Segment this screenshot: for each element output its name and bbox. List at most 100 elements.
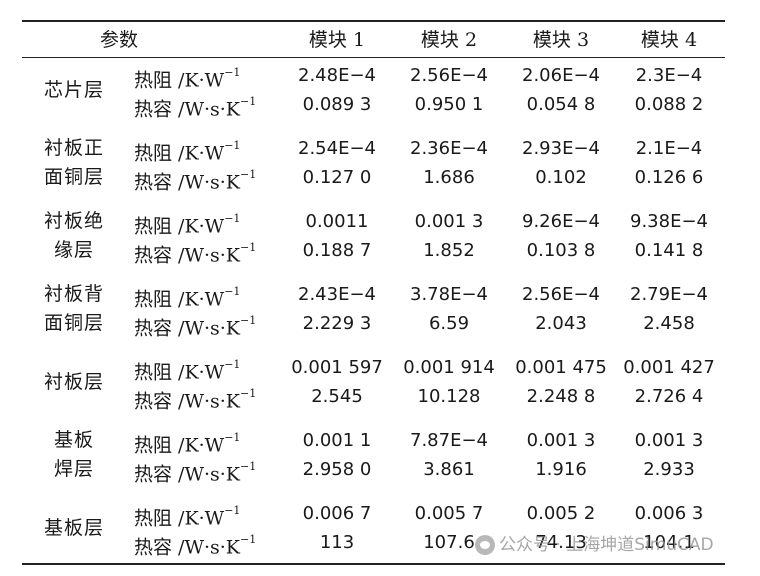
resistance-value-module-3: 2.06E−4 bbox=[522, 65, 600, 86]
header-param: 参数 bbox=[99, 29, 138, 51]
table-row: 芯片层 热阻 /K·W−1 2.48E−4 2.56E−4 2.06E−4 2.3E−4 热… bbox=[22, 61, 725, 121]
thermal-capacity-label-exponent: −1 bbox=[240, 533, 257, 546]
table-row: 衬板绝 缘层 热阻 /K·W−1 0.0011 0.001 3 9.26E−4 9.38E−… bbox=[22, 207, 725, 267]
thermal-resistance-label-exponent: −1 bbox=[224, 504, 241, 517]
thermal-resistance-label-text: 热阻 /K·W bbox=[134, 215, 225, 238]
resistance-value-module-2: 2.56E−4 bbox=[410, 65, 488, 86]
layer-label: 芯片层 bbox=[22, 61, 126, 119]
table-top-rule bbox=[22, 20, 725, 22]
layer-label-line: 基板 bbox=[53, 429, 94, 451]
thermal-capacity-label: 热容 /W·s·K−1 bbox=[134, 309, 294, 340]
capacity-value-module-2: 107.6 bbox=[423, 532, 475, 553]
capacity-value-module-4: 2.458 bbox=[643, 313, 695, 334]
thermal-resistance-label-exponent: −1 bbox=[224, 66, 241, 79]
capacity-value-module-2: 0.950 1 bbox=[414, 94, 484, 115]
header-module-4: 模块 4 bbox=[640, 29, 698, 51]
resistance-value-module-3: 0.005 2 bbox=[526, 503, 596, 524]
capacity-value-module-1: 2.545 bbox=[311, 386, 363, 407]
resistance-value-module-3: 2.93E−4 bbox=[522, 138, 600, 159]
thermal-capacity-label: 热容 /W·s·K−1 bbox=[134, 163, 294, 194]
thermal-capacity-label: 热容 /W·s·K−1 bbox=[134, 528, 294, 559]
thermal-capacity-label-text: 热容 /W·s·K bbox=[134, 171, 240, 194]
capacity-value-module-4: 104.1 bbox=[643, 532, 695, 553]
table-header-rule bbox=[22, 57, 725, 58]
header-module-2: 模块 2 bbox=[420, 29, 478, 51]
layer-label-line: 衬板背 bbox=[43, 283, 104, 305]
capacity-value-module-3: 74.13 bbox=[535, 532, 587, 553]
resistance-value-module-1: 2.48E−4 bbox=[298, 65, 376, 86]
resistance-value-module-4: 0.001 3 bbox=[634, 430, 704, 451]
resistance-value-module-2: 3.78E−4 bbox=[410, 284, 488, 305]
thermal-capacity-label-exponent: −1 bbox=[240, 95, 257, 108]
table-row: 衬板正 面铜层 热阻 /K·W−1 2.54E−4 2.36E−4 2.93E−4 2.1E… bbox=[22, 134, 725, 194]
capacity-value-module-2: 6.59 bbox=[428, 313, 470, 334]
resistance-value-module-1: 2.43E−4 bbox=[298, 284, 376, 305]
thermal-resistance-label-exponent: −1 bbox=[224, 212, 241, 225]
table-row: 衬板背 面铜层 热阻 /K·W−1 2.43E−4 3.78E−4 2.56E−4 2.79… bbox=[22, 280, 725, 340]
layer-label-line: 芯片层 bbox=[43, 78, 104, 101]
table-bottom-rule bbox=[22, 563, 725, 565]
resistance-value-module-4: 2.79E−4 bbox=[630, 284, 708, 305]
layer-label: 衬板背 面铜层 bbox=[22, 280, 126, 338]
resistance-value-module-1: 0.001 597 bbox=[291, 357, 383, 378]
thermal-resistance-label: 热阻 /K·W−1 bbox=[134, 61, 294, 92]
resistance-value-module-1: 2.54E−4 bbox=[298, 138, 376, 159]
thermal-capacity-label: 热容 /W·s·K−1 bbox=[134, 382, 294, 413]
layer-label-line: 衬板绝 bbox=[43, 210, 104, 232]
thermal-capacity-label-exponent: −1 bbox=[240, 314, 257, 327]
capacity-value-module-1: 2.958 0 bbox=[302, 459, 372, 480]
layer-label: 衬板绝 缘层 bbox=[22, 207, 126, 265]
capacity-value-module-3: 1.916 bbox=[535, 459, 587, 480]
resistance-value-module-3: 0.001 3 bbox=[526, 430, 596, 451]
thermal-capacity-label-exponent: −1 bbox=[240, 168, 257, 181]
layer-label-line: 基板层 bbox=[43, 516, 104, 539]
capacity-value-module-3: 0.103 8 bbox=[526, 240, 596, 261]
capacity-value-module-3: 2.043 bbox=[535, 313, 587, 334]
header-module-3: 模块 3 bbox=[532, 29, 590, 51]
thermal-resistance-label-text: 热阻 /K·W bbox=[134, 69, 225, 92]
thermal-resistance-label-text: 热阻 /K·W bbox=[134, 507, 225, 530]
layer-label-line: 衬板正 bbox=[43, 137, 104, 159]
layer-label-line: 面铜层 bbox=[43, 312, 104, 334]
capacity-value-module-3: 2.248 8 bbox=[526, 386, 596, 407]
resistance-value-module-4: 2.3E−4 bbox=[635, 65, 703, 86]
resistance-value-module-3: 0.001 475 bbox=[515, 357, 607, 378]
thermal-resistance-label-text: 热阻 /K·W bbox=[134, 288, 225, 311]
capacity-value-module-2: 10.128 bbox=[417, 386, 481, 407]
resistance-value-module-1: 0.0011 bbox=[305, 211, 369, 232]
resistance-value-module-4: 0.001 427 bbox=[623, 357, 715, 378]
thermal-resistance-label: 热阻 /K·W−1 bbox=[134, 499, 294, 530]
table-row: 基板层 热阻 /K·W−1 0.006 7 0.005 7 0.005 2 0.006 3… bbox=[22, 499, 725, 559]
thermal-resistance-label-exponent: −1 bbox=[224, 431, 241, 444]
thermal-resistance-label-exponent: −1 bbox=[224, 358, 241, 371]
capacity-value-module-4: 0.126 6 bbox=[634, 167, 704, 188]
thermal-capacity-label-text: 热容 /W·s·K bbox=[134, 317, 240, 340]
thermal-resistance-label: 热阻 /K·W−1 bbox=[134, 134, 294, 165]
resistance-value-module-3: 9.26E−4 bbox=[522, 211, 600, 232]
thermal-capacity-label-text: 热容 /W·s·K bbox=[134, 98, 240, 121]
thermal-capacity-label: 热容 /W·s·K−1 bbox=[134, 455, 294, 485]
thermal-resistance-label-text: 热阻 /K·W bbox=[134, 142, 225, 165]
layer-label-line: 焊层 bbox=[53, 458, 94, 480]
thermal-capacity-label-text: 热容 /W·s·K bbox=[134, 536, 240, 559]
thermal-resistance-label-text: 热阻 /K·W bbox=[134, 434, 225, 457]
capacity-value-module-1: 0.089 3 bbox=[302, 94, 372, 115]
layer-label: 衬板层 bbox=[22, 353, 126, 411]
thermal-capacity-label-text: 热容 /W·s·K bbox=[134, 390, 240, 413]
resistance-value-module-2: 0.005 7 bbox=[414, 503, 484, 524]
capacity-value-module-1: 0.127 0 bbox=[302, 167, 372, 188]
capacity-value-module-3: 0.054 8 bbox=[526, 94, 596, 115]
layer-label: 基板层 bbox=[22, 499, 126, 557]
layer-label-line: 缘层 bbox=[53, 239, 94, 261]
resistance-value-module-1: 0.006 7 bbox=[302, 503, 372, 524]
thermal-resistance-label: 热阻 /K·W−1 bbox=[134, 353, 294, 383]
watermark: 公众号 · 上海坤道SimuCAD bbox=[475, 532, 714, 558]
layer-label-line: 面铜层 bbox=[43, 166, 104, 188]
thermal-resistance-label: 热阻 /K·W−1 bbox=[134, 207, 294, 238]
resistance-value-module-4: 0.006 3 bbox=[634, 503, 704, 524]
thermal-capacity-label-exponent: −1 bbox=[240, 460, 257, 473]
resistance-value-module-4: 2.1E−4 bbox=[635, 138, 703, 159]
resistance-value-module-2: 2.36E−4 bbox=[410, 138, 488, 159]
thermal-capacity-label-text: 热容 /W·s·K bbox=[134, 244, 240, 267]
table-row: 基板 焊层 热阻 /K·W−1 0.001 1 7.87E−4 0.001 3 0.001 … bbox=[22, 426, 725, 485]
